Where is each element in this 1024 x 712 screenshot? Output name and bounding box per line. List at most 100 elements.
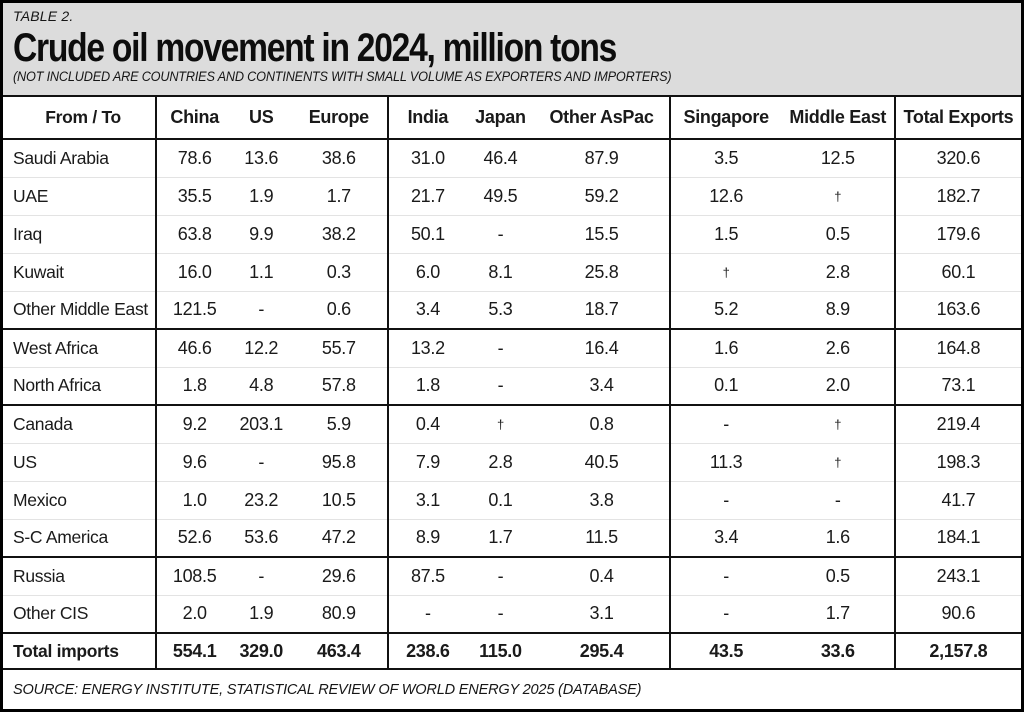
row-label: UAE bbox=[3, 176, 157, 215]
cell-value: 0.1 bbox=[668, 366, 782, 405]
cell-value: † bbox=[466, 404, 535, 443]
table-row-saudi-arabia: Saudi Arabia 78.6 13.6 38.6 31.0 46.4 87.9 3.5 1… bbox=[3, 139, 1021, 177]
cell-value: - bbox=[781, 480, 895, 519]
cell-value: 9.9 bbox=[232, 214, 291, 253]
cell-value: 9.2 bbox=[155, 404, 233, 443]
cell-value: 78.6 bbox=[155, 139, 233, 177]
cell-value: - bbox=[232, 442, 291, 481]
table-row-kuwait: Kuwait 16.0 1.1 0.3 6.0 8.1 25.8 † 2.8 60.1 bbox=[3, 252, 1021, 291]
table-row-canada: Canada 9.2 203.1 5.9 0.4 † 0.8- † 219.4 bbox=[3, 404, 1021, 443]
page-title: Crude oil movement in 2024, million tons bbox=[13, 26, 617, 70]
cell-value: 3.4 bbox=[387, 290, 467, 329]
cell-value: 3.1 bbox=[534, 594, 670, 633]
cell-value: 52.6 bbox=[155, 518, 233, 557]
cell-value: 73.1 bbox=[893, 366, 1021, 405]
cell-value: 179.6 bbox=[893, 214, 1021, 253]
cell-value: 2.0 bbox=[155, 594, 233, 633]
cell-value: 40.5 bbox=[534, 442, 670, 481]
dagger-symbol: † bbox=[834, 416, 842, 432]
cell-value: 0.4 bbox=[387, 404, 467, 443]
cell-value: 8.9 bbox=[387, 518, 467, 557]
cell-value: 29.6 bbox=[290, 556, 389, 595]
column-header-total-exports: Total Exports bbox=[893, 97, 1021, 140]
cell-value: 12.5 bbox=[820, 147, 855, 168]
cell-value: 16.0 bbox=[155, 252, 233, 291]
cell-value: 0.4 bbox=[534, 556, 670, 595]
cell-value: - bbox=[466, 556, 535, 595]
cell-value: 3.8 bbox=[534, 480, 670, 519]
cell-value: 2.6 bbox=[781, 328, 895, 367]
cell-value: 1.7 bbox=[466, 518, 535, 557]
cell-value: 1.1 bbox=[232, 252, 291, 291]
cell-value: 1.9 bbox=[232, 594, 291, 633]
cell-value: 8.9 bbox=[781, 290, 895, 329]
row-label: Other Middle East bbox=[3, 290, 157, 329]
corner-header-from-to: From / To bbox=[3, 97, 157, 140]
cell-value: 33.6 bbox=[781, 632, 895, 670]
cell-value: 1.6 bbox=[668, 328, 782, 367]
table-row-us: US 9.6-95.8 7.9 2.8 40.5 11.3 † 198.3 bbox=[3, 442, 1021, 481]
cell-value: 0.6 bbox=[290, 290, 389, 329]
cell-value: - bbox=[668, 480, 782, 519]
cell-value: 41.7 bbox=[893, 480, 1021, 519]
table-row-uae: UAE 35.5 1.9 1.7 21.7 49.5 59.2 12.6 † 182.7 bbox=[3, 176, 1021, 215]
row-label: Kuwait bbox=[3, 252, 157, 291]
row-label: US bbox=[3, 442, 157, 481]
cell-value: 203.1 bbox=[232, 404, 291, 443]
cell-value: 13.2 bbox=[387, 328, 467, 367]
cell-value: 63.8 bbox=[155, 214, 233, 253]
cell-value: 164.8 bbox=[893, 328, 1021, 367]
cell-value: 15.5 bbox=[534, 214, 670, 253]
cell-value: 0.5 bbox=[781, 556, 895, 595]
cell-value: 1.0 bbox=[155, 480, 233, 519]
cell-value: 38.6 bbox=[321, 147, 356, 168]
cell-value: 3.4 bbox=[668, 518, 782, 557]
cell-value: - bbox=[668, 556, 782, 595]
cell-value: 295.4 bbox=[534, 632, 670, 670]
title-band: TABLE 2. Crude oil movement in 2024, mil… bbox=[3, 3, 1021, 97]
cell-value: 163.6 bbox=[893, 290, 1021, 329]
cell-value: 59.2 bbox=[534, 176, 670, 215]
table-row-west-africa: West Africa 46.6 12.2 55.7 13.2-16.4 1.6 2.6 16… bbox=[3, 328, 1021, 367]
column-header-singapore: Singapore bbox=[668, 97, 782, 140]
cell-value: 18.7 bbox=[534, 290, 670, 329]
cell-value: 21.7 bbox=[387, 176, 467, 215]
row-label: West Africa bbox=[3, 328, 157, 367]
cell-value: 5.3 bbox=[466, 290, 535, 329]
crude-oil-movement-table: From / To China US Europe India Japan Other As… bbox=[3, 97, 1021, 670]
row-label: Saudi Arabia bbox=[13, 147, 109, 168]
cell-value: 50.1 bbox=[387, 214, 467, 253]
source-note: SOURCE: ENERGY INSTITUTE, STATISTICAL RE… bbox=[13, 681, 642, 698]
cell-value: 7.9 bbox=[387, 442, 467, 481]
cell-value: 57.8 bbox=[290, 366, 389, 405]
cell-value: 115.0 bbox=[466, 632, 535, 670]
cell-value: 1.7 bbox=[781, 594, 895, 633]
column-header-us: US bbox=[232, 97, 291, 140]
cell-value: - bbox=[668, 594, 782, 633]
cell-value: 2.8 bbox=[466, 442, 535, 481]
cell-value: 46.4 bbox=[483, 147, 518, 168]
cell-value: - bbox=[466, 594, 535, 633]
cell-value: - bbox=[232, 556, 291, 595]
table-subtitle: (NOT INCLUDED ARE COUNTRIES AND CONTINEN… bbox=[13, 69, 672, 84]
cell-value: - bbox=[466, 328, 535, 367]
table-row-russia: Russia 108.5-29.6 87.5-0.4-0.5 243.1 bbox=[3, 556, 1021, 595]
row-label: Canada bbox=[3, 404, 157, 443]
cell-value: 31.0 bbox=[387, 139, 467, 177]
table-kicker: TABLE 2. bbox=[13, 8, 74, 24]
cell-value: 80.9 bbox=[290, 594, 389, 633]
row-label: North Africa bbox=[3, 366, 157, 405]
cell-value: † bbox=[781, 176, 895, 215]
cell-value: 1.6 bbox=[781, 518, 895, 557]
cell-value: 2.0 bbox=[781, 366, 895, 405]
cell-value: 55.7 bbox=[290, 328, 389, 367]
cell-value: 243.1 bbox=[893, 556, 1021, 595]
row-label: S-C America bbox=[3, 518, 157, 557]
cell-value: 23.2 bbox=[232, 480, 291, 519]
cell-value: 198.3 bbox=[893, 442, 1021, 481]
cell-value: 320.6 bbox=[893, 139, 1021, 177]
cell-value: 219.4 bbox=[893, 404, 1021, 443]
cell-value: 1.7 bbox=[290, 176, 389, 215]
cell-value: 11.5 bbox=[534, 518, 670, 557]
cell-value: 1.8 bbox=[387, 366, 467, 405]
